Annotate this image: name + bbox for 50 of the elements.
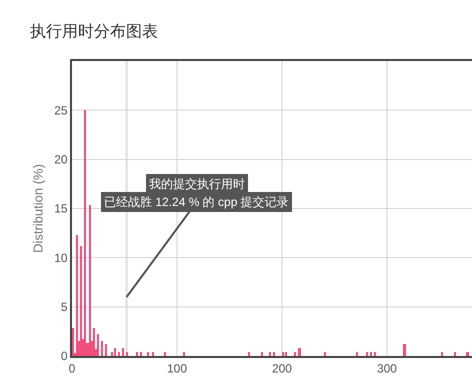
- y-tick-label: 10: [54, 250, 68, 265]
- bar: [298, 348, 301, 356]
- bar: [273, 352, 275, 356]
- x-tick-label: 300: [376, 361, 398, 376]
- bar: [454, 352, 456, 356]
- bar: [183, 352, 185, 356]
- bar: [72, 328, 74, 356]
- annotation: 已经战胜 12.24 % 的 cpp 提交记录: [104, 195, 289, 209]
- bar: [282, 352, 284, 356]
- bar: [136, 352, 138, 356]
- y-tick-label: 0: [60, 349, 68, 364]
- bar: [164, 352, 166, 356]
- chart-title: 执行用时分布图表: [30, 22, 158, 41]
- bar: [294, 352, 296, 356]
- bar: [261, 352, 263, 356]
- bar: [269, 352, 271, 356]
- bar: [356, 352, 358, 356]
- bar: [118, 352, 120, 356]
- bar: [89, 205, 91, 356]
- y-tick-label: 15: [54, 202, 68, 216]
- bar: [122, 348, 124, 356]
- bar: [140, 352, 142, 356]
- bar: [441, 352, 443, 356]
- x-tick-label: 100: [166, 361, 188, 376]
- bar: [152, 352, 154, 356]
- bar: [126, 352, 128, 356]
- annotation: 我的提交执行用时: [149, 177, 245, 191]
- bar: [105, 344, 107, 356]
- bar: [370, 352, 372, 356]
- y-tick-label: 25: [54, 103, 68, 118]
- y-tick-label: 5: [60, 300, 68, 314]
- bar: [101, 341, 103, 356]
- bar: [403, 344, 406, 356]
- bar: [76, 235, 78, 356]
- x-tick-label: 200: [272, 361, 292, 376]
- bar: [324, 352, 326, 356]
- bar: [97, 334, 99, 356]
- bar: [366, 352, 368, 356]
- bar: [80, 246, 82, 356]
- bar: [285, 352, 287, 356]
- y-tick-label: 20: [54, 152, 68, 167]
- bar: [114, 348, 116, 356]
- bar: [147, 352, 149, 356]
- bar: [93, 328, 95, 356]
- bar: [111, 352, 113, 356]
- bar: [374, 352, 376, 356]
- bar: [466, 352, 469, 356]
- bar: [84, 110, 86, 356]
- y-axis-title: Distribution (%): [30, 164, 46, 253]
- bar: [248, 352, 250, 356]
